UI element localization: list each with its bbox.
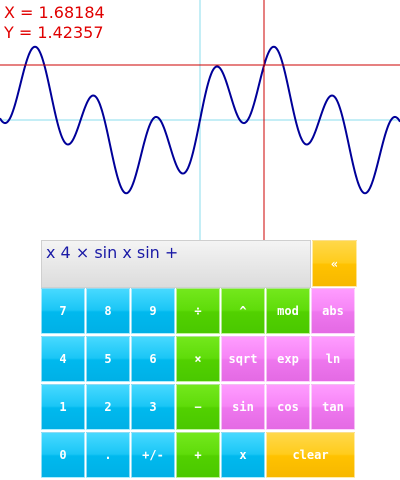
expression-text: x 4 × sin x sin + <box>46 243 179 262</box>
plus-button[interactable]: + <box>176 432 220 478</box>
calculator-panel: x 4 × sin x sin + « 7 8 9 ÷ ^ mod abs 4 … <box>41 240 359 480</box>
tan-button[interactable]: tan <box>311 384 355 430</box>
mod-button[interactable]: mod <box>266 288 310 334</box>
variable-x-button[interactable]: x <box>221 432 265 478</box>
key-7[interactable]: 7 <box>41 288 85 334</box>
sin-button[interactable]: sin <box>221 384 265 430</box>
abs-button[interactable]: abs <box>311 288 355 334</box>
key-0[interactable]: 0 <box>41 432 85 478</box>
decimal-point-button[interactable]: . <box>86 432 130 478</box>
clear-button[interactable]: clear <box>266 432 355 478</box>
key-4[interactable]: 4 <box>41 336 85 382</box>
cos-button[interactable]: cos <box>266 384 310 430</box>
key-2[interactable]: 2 <box>86 384 130 430</box>
exp-button[interactable]: exp <box>266 336 310 382</box>
function-graph[interactable] <box>0 0 400 240</box>
cursor-x-readout: X = 1.68184 <box>4 3 105 22</box>
key-5[interactable]: 5 <box>86 336 130 382</box>
negate-button[interactable]: +/- <box>131 432 175 478</box>
divide-button[interactable]: ÷ <box>176 288 220 334</box>
key-1[interactable]: 1 <box>41 384 85 430</box>
multiply-button[interactable]: × <box>176 336 220 382</box>
key-8[interactable]: 8 <box>86 288 130 334</box>
power-button[interactable]: ^ <box>221 288 265 334</box>
key-6[interactable]: 6 <box>131 336 175 382</box>
cursor-y-readout: Y = 1.42357 <box>4 23 104 42</box>
backspace-button[interactable]: « <box>312 240 357 287</box>
minus-button[interactable]: − <box>176 384 220 430</box>
key-9[interactable]: 9 <box>131 288 175 334</box>
ln-button[interactable]: ln <box>311 336 355 382</box>
expression-display: x 4 × sin x sin + <box>41 240 311 288</box>
function-curve <box>0 45 400 195</box>
sqrt-button[interactable]: sqrt <box>221 336 265 382</box>
key-3[interactable]: 3 <box>131 384 175 430</box>
